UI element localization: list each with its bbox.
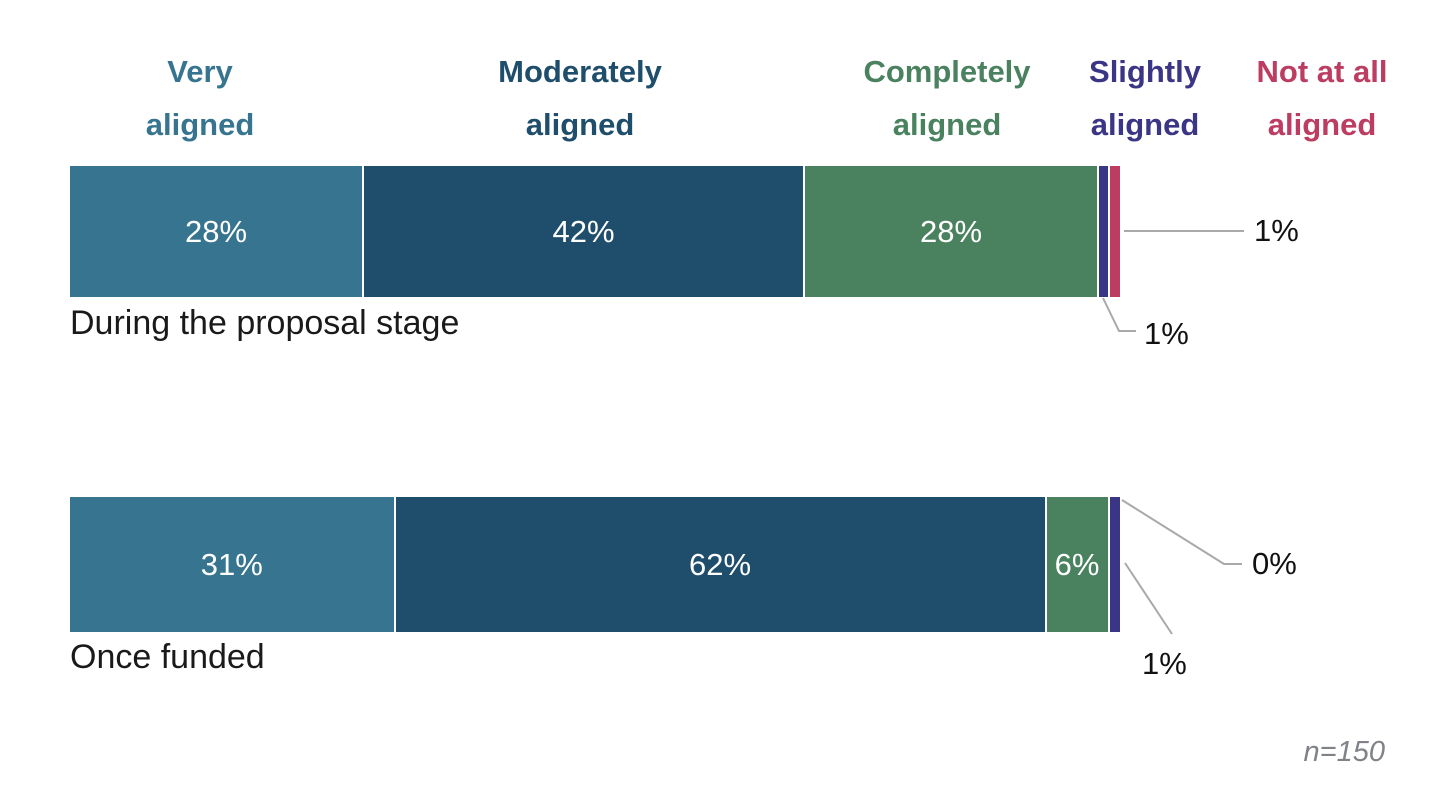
- segment-value-label: 42%: [552, 213, 615, 249]
- legend-item-not-at-all-aligned: Not at all aligned: [1256, 54, 1388, 142]
- bar-during-proposal-stage: 28% 42% 28%: [70, 166, 1120, 297]
- segment-value-label: 28%: [919, 213, 983, 249]
- segment-value-label: 6%: [1054, 546, 1100, 582]
- callout-label-row1-slightly: 1%: [1142, 646, 1187, 681]
- leader-line-row1-slightly: [1124, 562, 1173, 635]
- segment-value-label: 28%: [184, 213, 248, 249]
- bar-segment-very-aligned: 31%: [70, 497, 396, 632]
- bar-segment-completely-aligned: 6%: [1046, 497, 1110, 632]
- bar-segment-slightly-aligned: [1109, 497, 1120, 632]
- callout-label-row1-not-at-all: 0%: [1252, 546, 1297, 581]
- bar-segment-moderately-aligned: 62%: [395, 497, 1047, 632]
- legend-item-slightly-aligned: Slightly aligned: [1089, 54, 1201, 142]
- sample-size-note: n=150: [1303, 736, 1385, 768]
- category-label-during-proposal-stage: During the proposal stage: [70, 304, 460, 342]
- legend-item-moderately-aligned: Moderately aligned: [498, 54, 662, 142]
- bar-segment-moderately-aligned: 42%: [364, 166, 805, 297]
- callout-label-row0-slightly: 1%: [1144, 316, 1189, 351]
- callout-label-row0-not-at-all: 1%: [1254, 213, 1299, 248]
- segment-value-label: 31%: [200, 546, 263, 582]
- bar-segment-completely-aligned: 28%: [805, 166, 1099, 297]
- leader-line-row0-slightly: [1102, 297, 1136, 332]
- legend-item-very-aligned: Very aligned: [145, 54, 255, 142]
- leader-line-row1-not-at-all: [1121, 499, 1242, 565]
- bar-once-funded: 31% 62% 6%: [70, 497, 1120, 632]
- bar-segment-not-at-all-aligned: [1109, 166, 1120, 297]
- legend-item-completely-aligned: Completely aligned: [863, 54, 1031, 142]
- segment-value-label: 62%: [688, 546, 752, 582]
- bar-segment-very-aligned: 28%: [70, 166, 364, 297]
- bar-segment-slightly-aligned: [1099, 166, 1110, 297]
- category-label-once-funded: Once funded: [70, 638, 265, 676]
